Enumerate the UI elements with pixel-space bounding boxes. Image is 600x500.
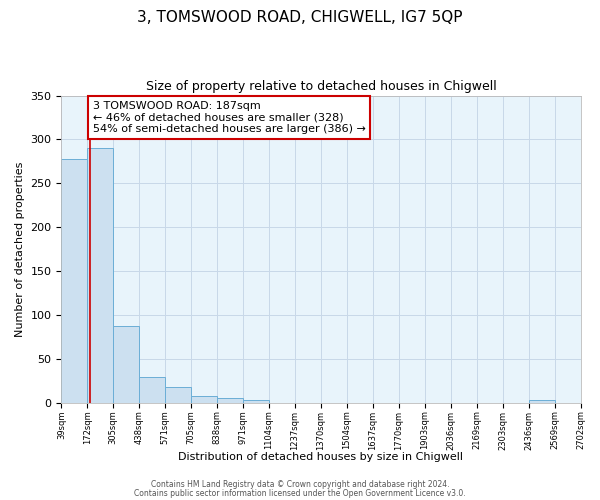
Text: Contains public sector information licensed under the Open Government Licence v3: Contains public sector information licen… [134, 488, 466, 498]
Bar [191, 396, 217, 403]
Bar [581, 400, 600, 403]
Bar [165, 387, 191, 403]
Bar [61, 159, 88, 403]
Bar [113, 326, 139, 403]
Text: Contains HM Land Registry data © Crown copyright and database right 2024.: Contains HM Land Registry data © Crown c… [151, 480, 449, 489]
Text: 3 TOMSWOOD ROAD: 187sqm
← 46% of detached houses are smaller (328)
54% of semi-d: 3 TOMSWOOD ROAD: 187sqm ← 46% of detache… [93, 101, 365, 134]
Bar [529, 400, 554, 403]
Title: Size of property relative to detached houses in Chigwell: Size of property relative to detached ho… [146, 80, 496, 93]
Bar [139, 378, 165, 403]
X-axis label: Distribution of detached houses by size in Chigwell: Distribution of detached houses by size … [178, 452, 463, 462]
Text: 3, TOMSWOOD ROAD, CHIGWELL, IG7 5QP: 3, TOMSWOOD ROAD, CHIGWELL, IG7 5QP [137, 10, 463, 25]
Y-axis label: Number of detached properties: Number of detached properties [15, 162, 25, 337]
Bar [88, 148, 113, 403]
Bar [217, 398, 243, 403]
Bar [243, 400, 269, 403]
